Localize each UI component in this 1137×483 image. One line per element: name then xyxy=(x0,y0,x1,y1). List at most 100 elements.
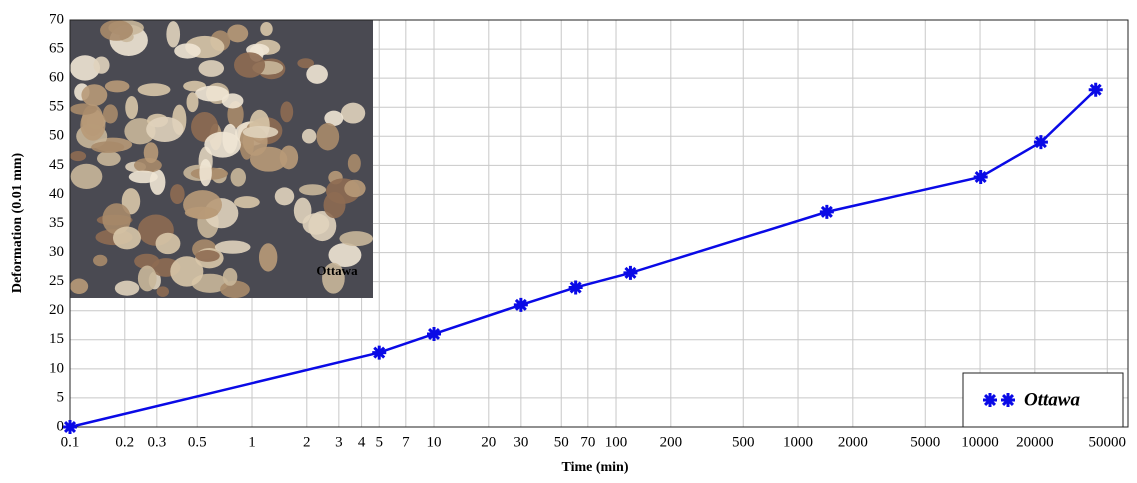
data-point xyxy=(569,280,583,294)
sand-grain xyxy=(157,286,169,297)
sand-grain xyxy=(199,159,211,186)
sand-grain xyxy=(260,22,273,36)
sand-grain xyxy=(243,126,279,138)
sand-grain xyxy=(100,20,133,41)
sand-grain xyxy=(195,250,219,262)
y-tick-label: 20 xyxy=(49,302,64,318)
sand-grain xyxy=(195,86,229,102)
data-point xyxy=(974,170,988,184)
inset-label: Ottawa xyxy=(316,263,358,278)
sand-grain xyxy=(231,168,246,187)
sand-grain xyxy=(275,187,295,205)
x-tick-label: 500 xyxy=(732,434,755,450)
sand-grain xyxy=(341,103,365,124)
inset-photo xyxy=(70,20,373,298)
y-tick-label: 0 xyxy=(57,418,65,434)
sand-grain xyxy=(344,180,365,197)
sand-grain xyxy=(204,132,241,158)
sand-grain xyxy=(294,198,312,224)
y-tick-label: 60 xyxy=(49,70,64,86)
data-point xyxy=(63,420,77,434)
y-tick-label: 30 xyxy=(49,244,64,260)
sand-grain xyxy=(113,226,141,249)
sand-grain xyxy=(174,43,201,58)
x-tick-label: 100 xyxy=(605,434,628,450)
x-tick-label: 200 xyxy=(660,434,683,450)
x-tick-label: 30 xyxy=(513,434,528,450)
sand-grain xyxy=(166,21,180,47)
sand-grain xyxy=(187,92,199,112)
sand-grain xyxy=(185,207,218,219)
sand-grain xyxy=(70,151,86,161)
sand-grain xyxy=(71,164,103,189)
x-tick-label: 1000 xyxy=(783,434,813,450)
y-tick-label: 40 xyxy=(49,186,64,202)
sand-grain xyxy=(70,279,88,294)
sand-grain xyxy=(199,60,225,77)
sand-grain xyxy=(234,196,260,208)
sand-grain xyxy=(227,24,248,42)
data-point xyxy=(820,205,834,219)
sand-grain xyxy=(259,243,277,271)
sand-grain xyxy=(280,101,293,122)
sand-grain xyxy=(306,65,328,84)
x-axis-label: Time (min) xyxy=(561,460,628,475)
sand-grain xyxy=(339,231,373,246)
sand-grain xyxy=(170,184,185,204)
x-tick-label: 50000 xyxy=(1089,434,1127,450)
sand-grain xyxy=(97,151,121,166)
x-tick-label: 5 xyxy=(375,434,383,450)
sand-grain xyxy=(234,52,265,78)
sand-grain xyxy=(215,241,251,254)
x-tick-label: 7 xyxy=(402,434,410,450)
y-tick-label: 45 xyxy=(49,157,64,173)
y-axis-label: Deformation (0.01 mm) xyxy=(10,152,25,293)
sand-grain xyxy=(138,265,157,291)
x-tick-label: 4 xyxy=(358,434,366,450)
x-tick-label: 10 xyxy=(427,434,442,450)
x-tick-label: 20000 xyxy=(1016,434,1054,450)
x-tick-label: 3 xyxy=(335,434,343,450)
sand-grain xyxy=(144,142,159,163)
y-tick-label: 15 xyxy=(49,331,64,347)
sand-grain xyxy=(146,117,183,142)
x-tick-label: 0.2 xyxy=(115,434,134,450)
sand-grain xyxy=(316,123,339,150)
sand-grain xyxy=(129,171,158,184)
sand-grain xyxy=(81,84,107,106)
sand-grain xyxy=(280,145,298,169)
y-tick-label: 10 xyxy=(49,360,64,376)
sand-grain xyxy=(103,104,118,123)
sand-grain xyxy=(223,268,238,286)
legend-marker xyxy=(1001,393,1015,407)
sand-grain xyxy=(105,80,130,92)
x-tick-label: 2000 xyxy=(838,434,868,450)
legend-marker xyxy=(983,393,997,407)
sand-grain xyxy=(93,255,107,267)
x-tick-label: 0.1 xyxy=(61,434,80,450)
sand-grain xyxy=(138,83,171,96)
y-tick-label: 65 xyxy=(49,41,64,57)
data-point xyxy=(1089,83,1103,97)
x-tick-label: 2 xyxy=(303,434,311,450)
x-tick-label: 70 xyxy=(580,434,595,450)
sand-grain xyxy=(302,129,316,144)
sand-grain xyxy=(115,281,139,296)
sand-grain xyxy=(348,154,361,173)
x-tick-label: 0.5 xyxy=(188,434,207,450)
sand-grain xyxy=(170,256,203,286)
x-tick-label: 0.3 xyxy=(147,434,166,450)
sand-grain xyxy=(156,233,181,254)
x-tick-label: 10000 xyxy=(961,434,999,450)
y-tick-label: 50 xyxy=(49,128,64,144)
y-tick-label: 25 xyxy=(49,273,64,289)
sand-grain xyxy=(125,96,138,119)
sand-grain xyxy=(299,184,326,195)
x-tick-label: 5000 xyxy=(910,434,940,450)
data-point xyxy=(623,266,637,280)
data-point xyxy=(1034,135,1048,149)
y-tick-label: 55 xyxy=(49,99,64,115)
sand-grain xyxy=(324,192,346,218)
y-tick-label: 70 xyxy=(49,11,64,27)
sand-grain xyxy=(93,56,109,73)
